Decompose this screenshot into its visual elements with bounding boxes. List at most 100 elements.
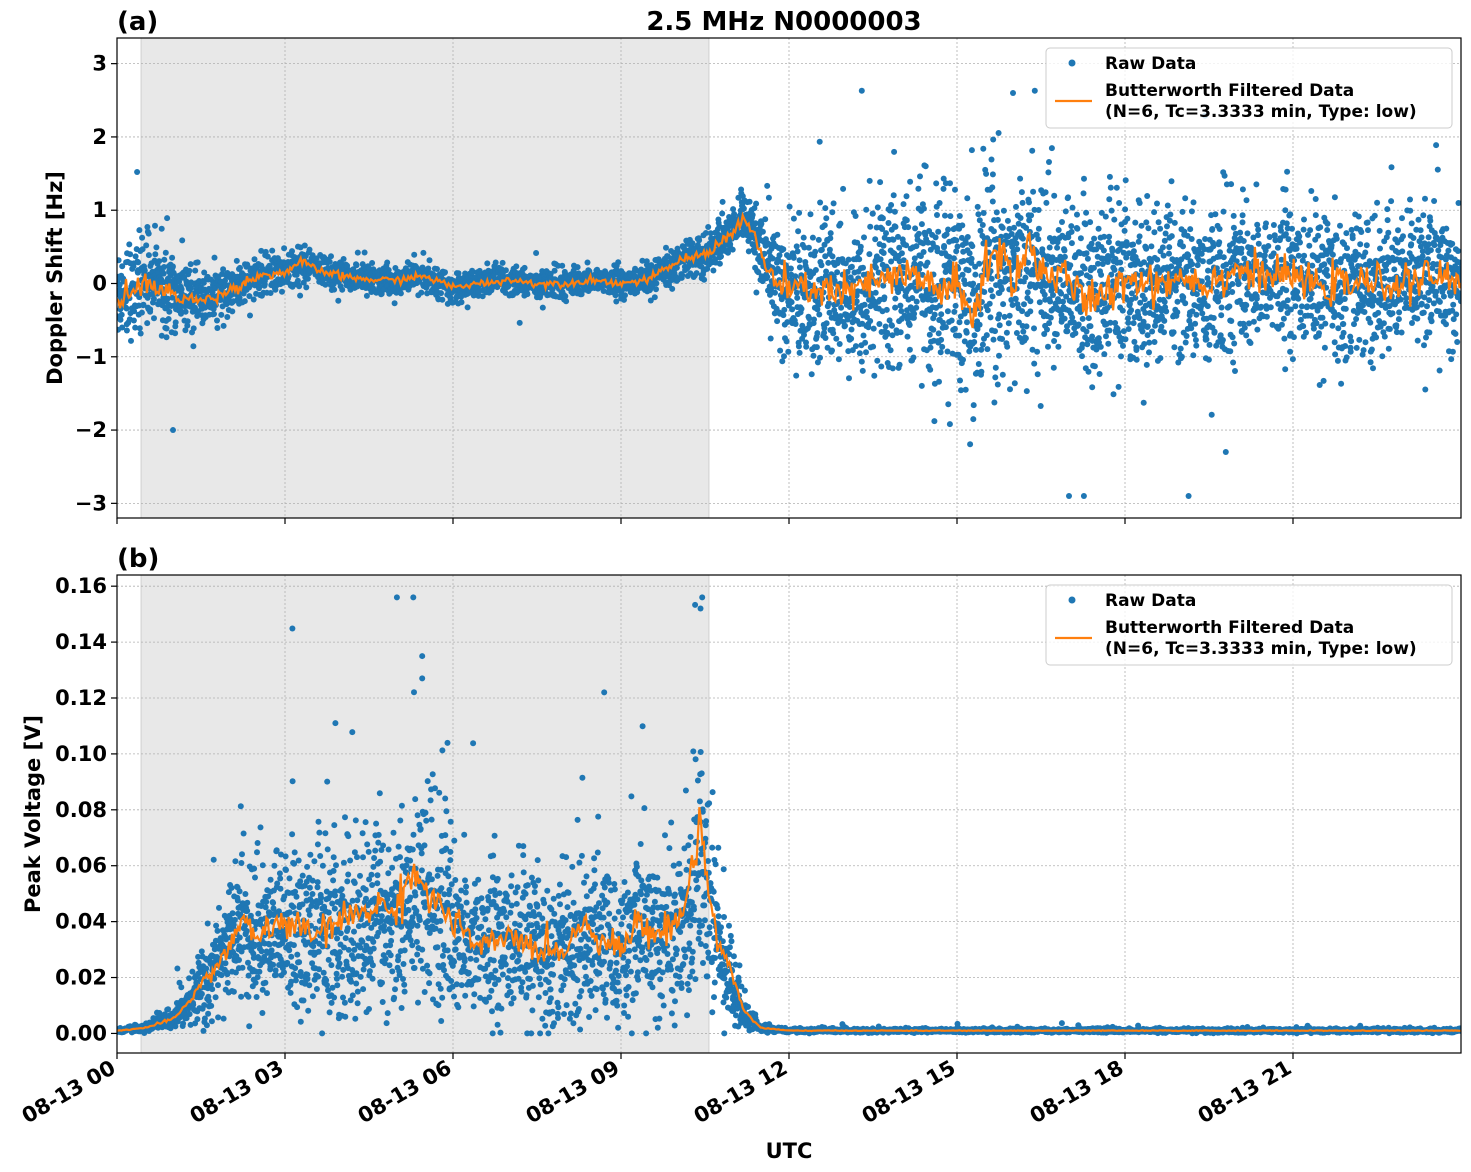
panel-a-raw-point [796,343,802,349]
panel-a-raw-point [933,180,939,186]
panel-a-raw-point [846,375,852,381]
panel-a-raw-point [1079,353,1085,359]
panel-a-raw-point [1078,235,1084,241]
figure: 2.5 MHz N0000003 3210−1−2−3 (a) Doppler … [0,0,1471,1172]
panel-a-raw-point [1051,193,1057,199]
panel-a-raw-point [218,312,224,318]
panel-a-raw-point [1173,288,1179,294]
panel-a-raw-point [1192,332,1198,338]
panel-a-raw-point [1063,208,1069,214]
panel-a-raw-point [967,441,973,447]
panel-a-raw-point [1286,236,1292,242]
panel-a-raw-point [1062,316,1068,322]
panel-a-raw-point [741,206,747,212]
panel-a-raw-point [1284,169,1290,175]
panel-a-raw-point [1050,292,1056,298]
panel-a-raw-point [1381,320,1387,326]
panel-a-raw-point [1237,230,1243,236]
panel-a-raw-point [823,269,829,275]
panel-a-raw-point [1255,227,1261,233]
panel-a-raw-point [814,330,820,336]
panel-a-raw-point [881,250,887,256]
panel-a-raw-point [915,186,921,192]
panel-a-raw-point [914,299,920,305]
panel-a-raw-point [991,337,997,343]
panel-a-raw-point [1018,215,1024,221]
panel-a-raw-point [1322,321,1328,327]
panel-a-raw-point [1221,254,1227,260]
panel-a-raw-point [1209,412,1215,418]
panel-a-raw-point [1382,334,1388,340]
panel-a-raw-point [1068,223,1074,229]
panel-a-raw-point [1144,193,1150,199]
panel-a-raw-point [972,332,978,338]
panel-a-raw-point [912,225,918,231]
panel-a-raw-point [1193,312,1199,318]
panel-a-raw-point [1064,328,1070,334]
panel-a-raw-point [1317,224,1323,230]
panel-a-raw-point [878,364,884,370]
panel-a-raw-point [1342,296,1348,302]
panel-a-raw-point [1048,315,1054,321]
panel-a-raw-point [1189,208,1195,214]
panel-a-raw-point [1014,246,1020,252]
panel-a-raw-point [921,249,927,255]
panel-a-raw-point [229,308,235,314]
panel-a-raw-point [890,365,896,371]
panel-a-raw-point [1111,391,1117,397]
panel-a-raw-point [294,272,300,278]
panel-a-raw-point [151,296,157,302]
panel-a-raw-point [1098,272,1104,278]
panel-a-raw-point [791,255,797,261]
panel-a-raw-point [1350,235,1356,241]
panel-a-raw-point [559,263,565,269]
panel-a-raw-point [996,312,1002,318]
panel-a-raw-point [952,326,958,332]
panel-a-raw-point [1004,330,1010,336]
panel-a-raw-point [142,268,148,274]
panel-a-raw-point [1091,236,1097,242]
panel-a-raw-point [791,216,797,222]
panel-a-raw-point [937,200,943,206]
panel-a-raw-point [932,312,938,318]
panel-a-raw-point [1294,289,1300,295]
panel-a-raw-point [493,260,499,266]
panel-a-raw-point [679,272,685,278]
panel-a-raw-point [1067,262,1073,268]
panel-a-raw-point [1189,236,1195,242]
panel-a-raw-point [959,222,965,228]
panel-a-raw-point [1180,209,1186,215]
panel-a-raw-point [663,245,669,251]
panel-a-raw-point [1230,334,1236,340]
panel-a-raw-point [186,268,192,274]
panel-a-raw-point [1070,205,1076,211]
panel-a-raw-point [825,260,831,266]
panel-a-raw-point [339,287,345,293]
panel-a-raw-point [1169,178,1175,184]
panel-a-raw-point [969,147,975,153]
panel-a-raw-point [1107,174,1113,180]
panel-a-raw-point [996,353,1002,359]
panel-a-raw-point [143,242,149,248]
panel-a-raw-point [1054,331,1060,337]
panel-a-raw-point [997,322,1003,328]
panel-a-raw-point [1231,213,1237,219]
panel-a-raw-point [1086,315,1092,321]
panel-a-raw-point [1054,245,1060,251]
panel-a-raw-point [465,304,471,310]
panel-a-raw-point [877,179,883,185]
panel-a-raw-point [705,224,711,230]
panel-a-raw-point [870,211,876,217]
panel-a-raw-point [1122,206,1128,212]
panel-a-raw-point [1184,333,1190,339]
panel-a-raw-point [124,306,130,312]
panel-a-raw-point [935,229,941,235]
panel-a-raw-point [1162,299,1168,305]
panel-a-raw-point [983,171,989,177]
panel-a-raw-point [992,374,998,380]
panel-a-raw-point [849,264,855,270]
panel-a-raw-point [170,263,176,269]
panel-a-raw-point [913,305,919,311]
panel-a-raw-point [1026,199,1032,205]
panel-a-raw-point [1163,308,1169,314]
